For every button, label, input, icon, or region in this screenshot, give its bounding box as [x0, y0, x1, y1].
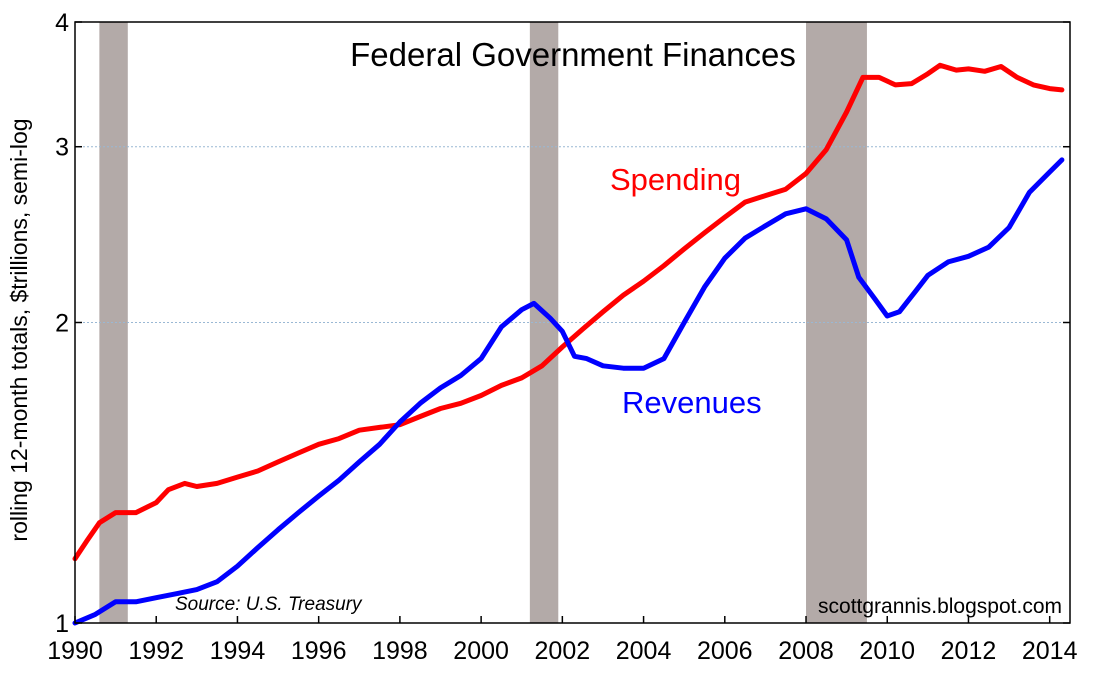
x-tick-label-1990: 1990: [47, 637, 103, 665]
site-annotation: scottgrannis.blogspot.com: [818, 595, 1062, 618]
x-tick-label-1994: 1994: [210, 637, 266, 665]
x-tick-label-2006: 2006: [697, 637, 753, 665]
series-lines: [72, 62, 1065, 626]
y-tick-label-1: 1: [55, 610, 69, 638]
y-tick-label-4: 4: [55, 9, 69, 37]
x-tick-label-2010: 2010: [859, 637, 915, 665]
y-tick-label-2: 2: [55, 310, 69, 338]
x-tick-label-2008: 2008: [778, 637, 834, 665]
x-axis-ticks: 1990 1992 1994 1996 1998 2000 2002 2004 2006 2008…: [47, 616, 1078, 665]
x-tick-label-2004: 2004: [616, 637, 672, 665]
x-tick-label-2014: 2014: [1022, 637, 1078, 665]
series-label-spending: Spending: [610, 162, 741, 197]
series-label-revenues: Revenues: [622, 385, 762, 420]
x-tick-label-1996: 1996: [291, 637, 347, 665]
chart-title: Federal Government Finances: [350, 36, 796, 73]
x-tick-label-2002: 2002: [535, 637, 591, 665]
x-tick-label-1992: 1992: [128, 637, 184, 665]
x-tick-label-1998: 1998: [372, 637, 428, 665]
y-axis-label: rolling 12-month totals, $trillions, sem…: [6, 118, 32, 541]
series-line-spending: [72, 62, 1065, 562]
series-line-revenues: [72, 157, 1065, 626]
x-tick-label-2012: 2012: [941, 637, 997, 665]
source-annotation: Source: U.S. Treasury: [175, 594, 363, 615]
y-tick-label-3: 3: [55, 134, 69, 162]
gridlines: [75, 146, 1070, 323]
x-tick-label-2000: 2000: [453, 637, 509, 665]
y-axis-ticks: 1 2 3 4: [55, 9, 1070, 638]
